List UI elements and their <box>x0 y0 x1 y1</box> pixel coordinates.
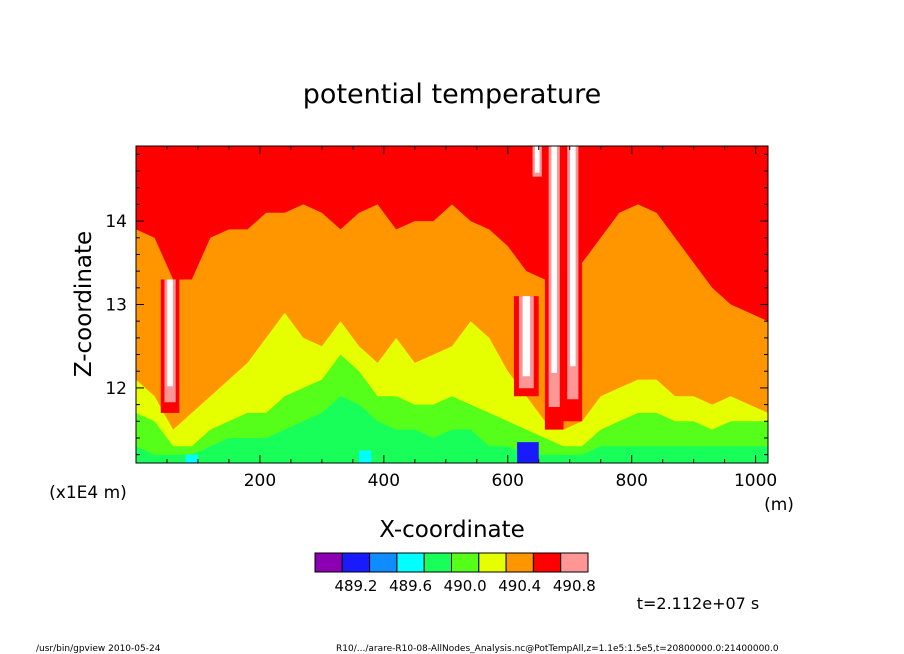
colorbar-swatch-0 <box>314 552 343 573</box>
x-tick-label: 800 <box>615 471 647 491</box>
colorbar-swatch-6 <box>478 552 507 573</box>
colorbar-swatch-9 <box>560 552 589 573</box>
colorbar-swatch-4 <box>423 552 453 573</box>
x-tick-label: 200 <box>244 471 276 491</box>
warm-column-peak-0 <box>167 279 173 387</box>
colorbar-label: 489.2 <box>334 577 377 595</box>
colorbar-swatch-2 <box>369 552 398 573</box>
contour-columns <box>160 146 583 463</box>
cool-spot-0 <box>517 442 539 463</box>
colorbar-label: 489.6 <box>389 577 432 595</box>
y-tick-label: 12 <box>105 379 127 399</box>
colorbar-swatch-3 <box>396 552 425 573</box>
time-annotation: t=2.112e+07 s <box>637 594 760 613</box>
colorbar-label: 490.4 <box>498 577 541 595</box>
y-tick-label: 13 <box>105 296 127 316</box>
warm-column-peak-1 <box>522 296 531 377</box>
warm-column-peak-2 <box>551 146 558 373</box>
x-axis: 200 400 600 800 1000 <box>135 146 777 491</box>
chart-title: potential temperature <box>303 79 601 110</box>
contour-band-green <box>136 396 768 463</box>
y-axis: 12 13 14 <box>105 153 768 456</box>
x-tick-label: 1000 <box>734 471 777 491</box>
footer-left: /usr/bin/gpview 2010-05-24 <box>36 644 161 654</box>
cool-spot-1 <box>359 450 372 463</box>
colorbar-label: 490.0 <box>444 577 487 595</box>
colorbar-swatch-8 <box>532 552 562 573</box>
x-unit-label: (m) <box>764 495 794 515</box>
x-tick-label: 600 <box>492 471 524 491</box>
contour-fill-layers <box>136 204 768 463</box>
cool-spot-2 <box>185 454 198 463</box>
x-tick-label: 400 <box>368 471 400 491</box>
y-axis-label: Z-coordinate <box>71 231 97 377</box>
colorbar-swatch-1 <box>341 552 371 573</box>
y-tick-label: 14 <box>105 212 127 232</box>
colorbar-swatch-5 <box>451 552 480 573</box>
x-axis-label: X-coordinate <box>379 517 525 543</box>
colorbar-swatch-7 <box>505 552 534 573</box>
y-unit-label: (x1E4 m) <box>49 483 127 503</box>
warm-column-peak-4 <box>534 146 540 173</box>
footer-right: R10/.../arare-R10-08-AllNodes_Analysis.n… <box>336 644 779 654</box>
colorbar: 489.2 489.6 490.0 490.4 490.8 <box>314 552 596 595</box>
colorbar-label: 490.8 <box>553 577 596 595</box>
plot-area <box>136 146 768 463</box>
warm-column-peak-3 <box>570 146 576 367</box>
